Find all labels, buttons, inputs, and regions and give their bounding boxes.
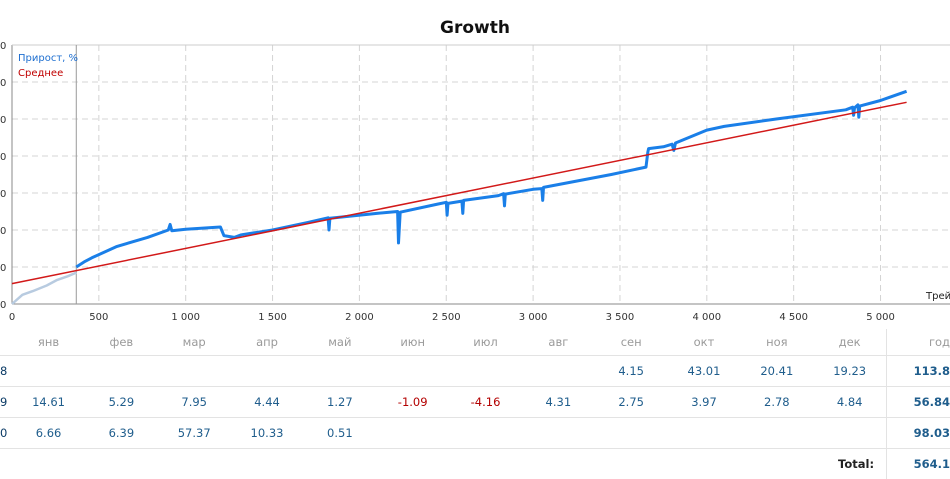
- grid: [12, 45, 950, 304]
- month-cell: 4.15: [595, 356, 668, 387]
- month-cell: [376, 418, 449, 449]
- total-label: Total:: [0, 449, 887, 479]
- header-cell: ноя: [740, 329, 813, 356]
- month-cell: 2.75: [595, 387, 668, 418]
- y-tick-label: 0: [0, 263, 6, 274]
- series: [12, 91, 907, 304]
- y-tick-label: 0: [0, 300, 6, 311]
- month-cell: [376, 356, 449, 387]
- header-cell: дек: [813, 329, 886, 356]
- month-cell: [449, 356, 522, 387]
- month-cell: [522, 356, 595, 387]
- month-cell: [595, 418, 668, 449]
- month-cell: [303, 356, 376, 387]
- month-cell: 43.01: [668, 356, 741, 387]
- month-cell: 4.44: [231, 387, 304, 418]
- month-cell: 10.33: [231, 418, 304, 449]
- month-cell: 6.39: [85, 418, 158, 449]
- header-cell: апр: [231, 329, 304, 356]
- header-cell: май: [303, 329, 376, 356]
- header-cell: июл: [449, 329, 522, 356]
- x-tick-label: 1 500: [258, 312, 287, 323]
- month-cell: 3.97: [668, 387, 741, 418]
- month-cell: 19.23: [813, 356, 886, 387]
- year-cell: 8: [0, 356, 12, 387]
- x-tick-label: 0: [9, 312, 15, 323]
- y-tick-label: 0: [0, 226, 6, 237]
- x-tick-label: 4 500: [779, 312, 808, 323]
- header-year-cell: [0, 329, 12, 356]
- header-cell: янв: [12, 329, 85, 356]
- month-cell: -4.16: [449, 387, 522, 418]
- header-cell: июн: [376, 329, 449, 356]
- x-tick-label: 4 000: [692, 312, 721, 323]
- month-cell: [231, 356, 304, 387]
- year-total-cell: 113.8: [887, 356, 950, 387]
- header-cell: фев: [85, 329, 158, 356]
- month-cell: [740, 418, 813, 449]
- header-cell: сен: [595, 329, 668, 356]
- year-total-cell: 98.03: [887, 418, 950, 449]
- x-tick-label: 500: [89, 312, 108, 323]
- year-cell: 9: [0, 387, 12, 418]
- y-tick-label: 0: [0, 189, 6, 200]
- y-tick-label: 0: [0, 41, 6, 52]
- month-cell: [158, 356, 231, 387]
- month-cell: [12, 356, 85, 387]
- x-tick-label: 3 000: [519, 312, 548, 323]
- month-cell: 2.78: [740, 387, 813, 418]
- month-cell: 20.41: [740, 356, 813, 387]
- x-axis-label: Трей: [925, 291, 950, 302]
- header-cell: мар: [158, 329, 231, 356]
- x-tick-label: 3 500: [606, 312, 635, 323]
- header-cell: год: [887, 329, 950, 356]
- month-cell: [668, 418, 741, 449]
- axes: [12, 45, 950, 304]
- month-cell: 4.84: [813, 387, 886, 418]
- month-cell: 5.29: [85, 387, 158, 418]
- month-cell: 14.61: [12, 387, 85, 418]
- year-cell: 0: [0, 418, 12, 449]
- total-value: 564.1: [887, 449, 950, 479]
- total-row: Total:564.1: [0, 449, 950, 479]
- x-tick-label: 2 500: [432, 312, 461, 323]
- header-cell: авг: [522, 329, 595, 356]
- month-cell: 7.95: [158, 387, 231, 418]
- header-cell: окт: [668, 329, 741, 356]
- month-cell: [85, 356, 158, 387]
- series-line-1: [76, 91, 906, 267]
- legend-growth: Прирост, %: [18, 53, 78, 64]
- month-cell: -1.09: [376, 387, 449, 418]
- legend-average: Среднее: [18, 68, 63, 79]
- y-tick-label: 0: [0, 152, 6, 163]
- month-cell: 1.27: [303, 387, 376, 418]
- month-cell: 0.51: [303, 418, 376, 449]
- month-cell: [813, 418, 886, 449]
- month-cell: 4.31: [522, 387, 595, 418]
- y-tick-label: 0: [0, 78, 6, 89]
- y-tick-label: 0: [0, 115, 6, 126]
- x-tick-label: 2 000: [345, 312, 374, 323]
- month-cell: [522, 418, 595, 449]
- month-cell: [449, 418, 522, 449]
- x-tick-label: 5 000: [866, 312, 895, 323]
- month-cell: 57.37: [158, 418, 231, 449]
- year-total-cell: 56.84: [887, 387, 950, 418]
- month-cell: 6.66: [12, 418, 85, 449]
- x-tick-label: 1 000: [171, 312, 200, 323]
